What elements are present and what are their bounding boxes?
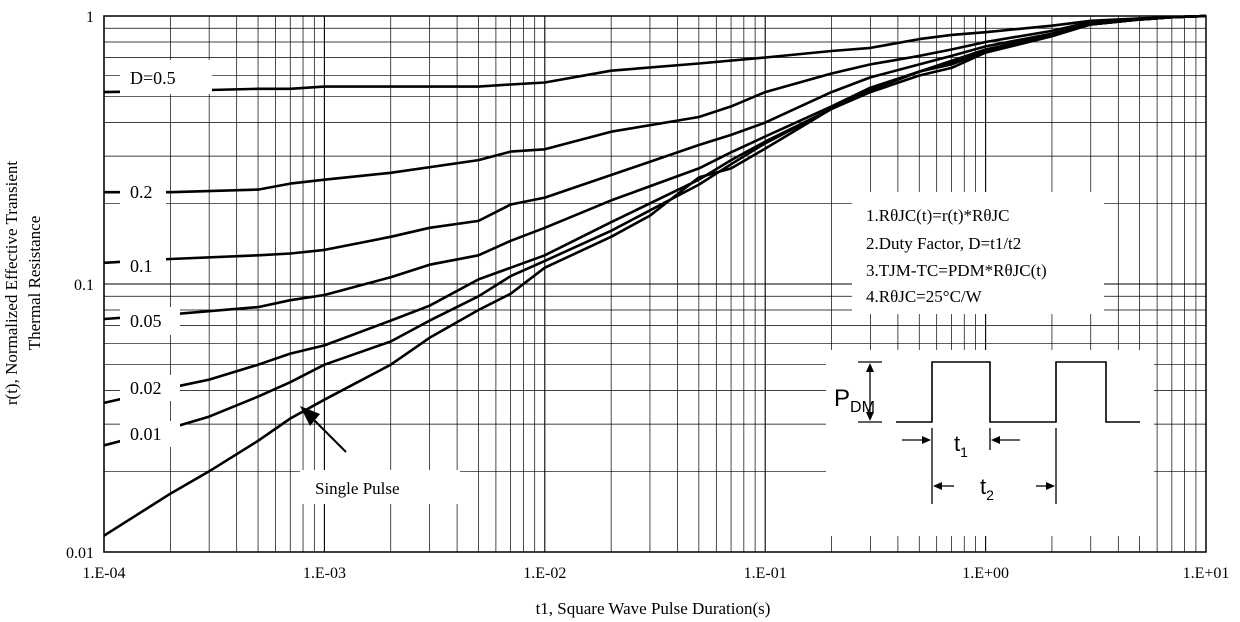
- y-axis-label-line1: r(t), Normalized Effective Transient: [2, 161, 21, 406]
- note-3: 3.TJM-TC=PDM*RθJC(t): [866, 261, 1047, 280]
- t2-arrowhead-right: [1046, 482, 1055, 490]
- single-pulse-arrowhead: [300, 406, 320, 426]
- note-2: 2.Duty Factor, D=t1/t2: [866, 234, 1021, 253]
- series-label-d005: 0.05: [130, 311, 162, 331]
- note-4: 4.RθJC=25°C/W: [866, 287, 983, 306]
- pdm-arrowhead-up: [866, 363, 874, 372]
- x-tick-label: 1.E+00: [962, 565, 1009, 582]
- notes-box: [852, 192, 1104, 314]
- series-label-d05: D=0.5: [130, 68, 176, 88]
- x-tick-label: 1.E-02: [523, 565, 566, 582]
- pulse-waveform: [896, 361, 1140, 423]
- t1-arrowhead-right: [991, 436, 1000, 444]
- label-bg-d01: [120, 252, 166, 280]
- pdm-arrowhead-down: [866, 412, 874, 421]
- series-label-d002: 0.02: [130, 378, 162, 398]
- series-label-d01: 0.1: [130, 256, 153, 276]
- t1-label: t1: [954, 431, 968, 460]
- y-axis-label-line2: Thermal Resistance: [25, 216, 44, 351]
- x-tick-label: 1.E-04: [82, 565, 125, 582]
- series-label-d001: 0.01: [130, 424, 162, 444]
- note-1: 1.RθJC(t)=r(t)*RθJC: [866, 206, 1009, 225]
- y-tick-label: 0.1: [74, 277, 94, 294]
- pdm-label: PDM: [834, 385, 875, 416]
- x-axis-label: t1, Square Wave Pulse Duration(s): [536, 599, 771, 618]
- single-pulse-label: Single Pulse: [315, 479, 400, 498]
- series-line-5: [103, 14, 1207, 447]
- series-line-0: [103, 14, 1207, 94]
- pulse-inset: PDM t1 t2: [826, 350, 1154, 536]
- label-bg-d005: [120, 307, 180, 335]
- t2-arrowhead-left: [933, 482, 942, 490]
- series-lines: [103, 14, 1207, 537]
- single-pulse-arrow: [309, 415, 347, 453]
- label-bg-d001: [120, 421, 180, 447]
- series-line-6: [103, 14, 1207, 537]
- x-tick-label: 1.E+01: [1183, 565, 1230, 582]
- y-tick-label: 1: [86, 9, 94, 26]
- label-bg-d05: [120, 60, 212, 94]
- plot-frame: [103, 15, 1207, 553]
- t2-label: t2: [980, 474, 994, 503]
- t1-arrowhead-left: [922, 436, 931, 444]
- tick-labels: 1.E-04 1.E-03 1.E-02 1.E-01 1.E+00 1.E+01 0.01…: [66, 9, 1229, 582]
- x-tick-label: 1.E-03: [303, 565, 346, 582]
- x-tick-label: 1.E-01: [744, 565, 787, 582]
- label-bg-d02: [120, 177, 166, 205]
- y-tick-label: 0.01: [66, 545, 94, 562]
- series-line-1: [104, 14, 1207, 194]
- label-bg-single-pulse: [300, 470, 460, 504]
- series-label-d02: 0.2: [130, 182, 153, 202]
- label-bg-d002: [120, 375, 180, 401]
